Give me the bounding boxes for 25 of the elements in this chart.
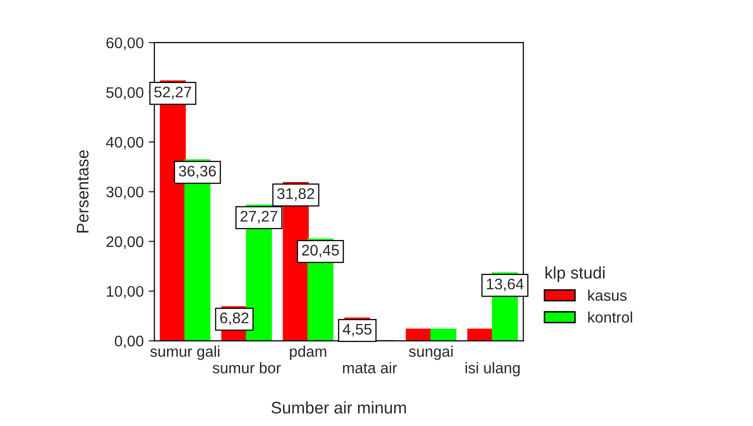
y-tick-label: 30,00 [106, 186, 144, 200]
x-tick-label: sumur bor [212, 362, 281, 374]
y-tick-label: 10,00 [106, 286, 144, 299]
legend-label: kontrol [588, 311, 632, 323]
x-tick-label: sumur gali [150, 346, 220, 360]
y-tick-label: 50,00 [106, 87, 144, 100]
x-tick-label: isi ulang [466, 362, 520, 376]
legend-label: kasus [588, 290, 627, 301]
x-tick-label: mata air [343, 362, 397, 374]
data-label: 6,82 [220, 312, 248, 326]
data-label: 52,27 [154, 86, 192, 100]
y-axis-title: Persentase [76, 150, 89, 232]
y-tick-label: 40,00 [106, 136, 144, 150]
x-axis-title: Sumber air minum [272, 401, 406, 414]
y-tick-label: 0,00 [114, 336, 144, 348]
x-tick-label: pdam [290, 346, 326, 360]
y-tick-label: 60,00 [106, 37, 144, 50]
legend-title: klp studi [546, 266, 604, 282]
data-label: 36,36 [178, 166, 216, 178]
data-label: 13,64 [486, 278, 524, 292]
data-label: 27,27 [240, 210, 278, 224]
data-label: 31,82 [277, 188, 314, 201]
y-tick-label: 20,00 [106, 236, 144, 249]
x-tick-label: sungai [409, 346, 453, 360]
data-label: 20,45 [302, 244, 339, 258]
